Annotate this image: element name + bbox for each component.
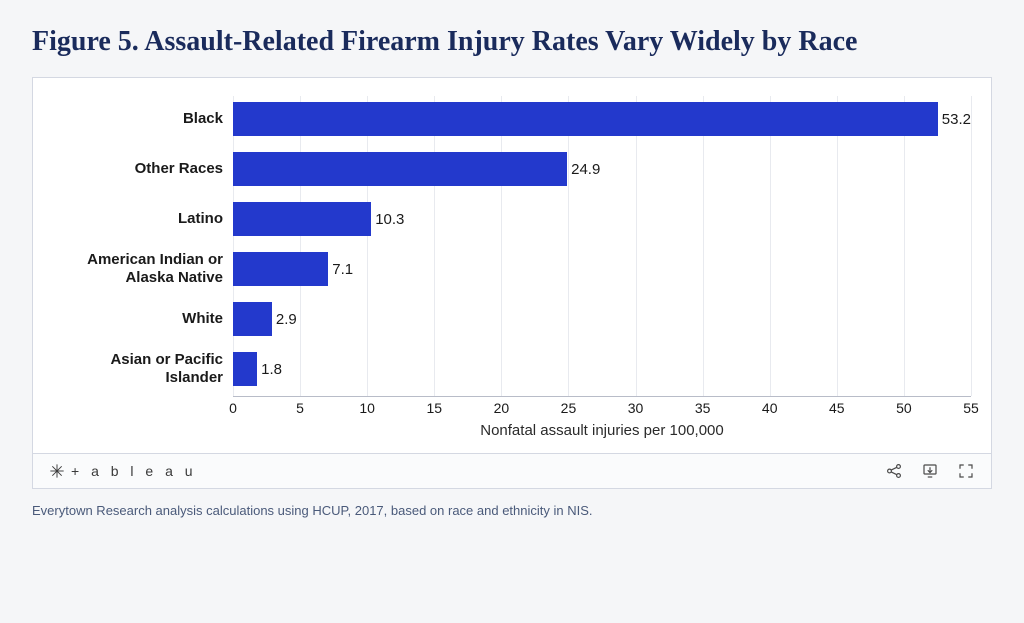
- x-tick: 0: [229, 400, 237, 416]
- category-label: American Indian or Alaska Native: [58, 251, 233, 287]
- tableau-logo-icon: [49, 463, 65, 479]
- figure-title: Figure 5. Assault-Related Firearm Injury…: [32, 24, 992, 59]
- bar: [233, 302, 272, 336]
- chart-container: Black53.2Other Races24.9Latino10.3Americ…: [32, 77, 992, 489]
- bar: [233, 102, 938, 136]
- bar-value: 1.8: [261, 361, 282, 378]
- bar-row: Latino10.3: [233, 202, 971, 236]
- category-label: Latino: [58, 210, 233, 228]
- tableau-logo[interactable]: + a b l e a u: [49, 463, 197, 479]
- gridline: [971, 96, 972, 396]
- gridline: [300, 96, 301, 396]
- gridline: [568, 96, 569, 396]
- gridline: [367, 96, 368, 396]
- gridline: [501, 96, 502, 396]
- x-tick: 20: [494, 400, 510, 416]
- category-label: White: [58, 310, 233, 328]
- bar: [233, 152, 567, 186]
- category-label: Other Races: [58, 160, 233, 178]
- download-icon[interactable]: [921, 462, 939, 480]
- x-tick: 25: [561, 400, 577, 416]
- bar-row: Asian or Pacific Islander1.8: [233, 352, 971, 386]
- bar-value: 24.9: [571, 161, 600, 178]
- gridline: [904, 96, 905, 396]
- plot-area: Black53.2Other Races24.9Latino10.3Americ…: [53, 96, 971, 453]
- x-axis-label: Nonfatal assault injuries per 100,000: [233, 422, 971, 439]
- tableau-toolbar: + a b l e a u: [33, 453, 991, 488]
- gridline: [434, 96, 435, 396]
- x-tick: 15: [426, 400, 442, 416]
- share-icon[interactable]: [885, 462, 903, 480]
- figure-caption: Everytown Research analysis calculations…: [32, 503, 992, 518]
- bar: [233, 252, 328, 286]
- tableau-logo-text: + a b l e a u: [71, 463, 197, 479]
- toolbar-actions: [885, 462, 975, 480]
- category-label: Asian or Pacific Islander: [58, 351, 233, 387]
- x-axis: 0510152025303540455055: [233, 396, 971, 418]
- x-tick: 10: [359, 400, 375, 416]
- bar-row: Other Races24.9: [233, 152, 971, 186]
- gridline: [636, 96, 637, 396]
- bar-value: 10.3: [375, 211, 404, 228]
- bar: [233, 202, 371, 236]
- x-tick: 35: [695, 400, 711, 416]
- x-tick: 55: [963, 400, 979, 416]
- gridline: [233, 96, 234, 396]
- gridline: [770, 96, 771, 396]
- x-tick: 45: [829, 400, 845, 416]
- bar-value: 53.2: [942, 111, 971, 128]
- bar-row: Black53.2: [233, 102, 971, 136]
- bar-value: 2.9: [276, 311, 297, 328]
- bar-value: 7.1: [332, 261, 353, 278]
- gridlines: [233, 96, 971, 396]
- bar-row: White2.9: [233, 302, 971, 336]
- fullscreen-icon[interactable]: [957, 462, 975, 480]
- bar: [233, 352, 257, 386]
- gridline: [837, 96, 838, 396]
- x-tick: 5: [296, 400, 304, 416]
- category-label: Black: [58, 110, 233, 128]
- x-tick: 50: [896, 400, 912, 416]
- bars-region: Black53.2 Other Races24.9 Latino10.3 Americ…: [233, 96, 971, 396]
- x-tick: 40: [762, 400, 778, 416]
- gridline: [703, 96, 704, 396]
- bar-row: American Indian or Alaska Native7.1: [233, 252, 971, 286]
- x-tick: 30: [628, 400, 644, 416]
